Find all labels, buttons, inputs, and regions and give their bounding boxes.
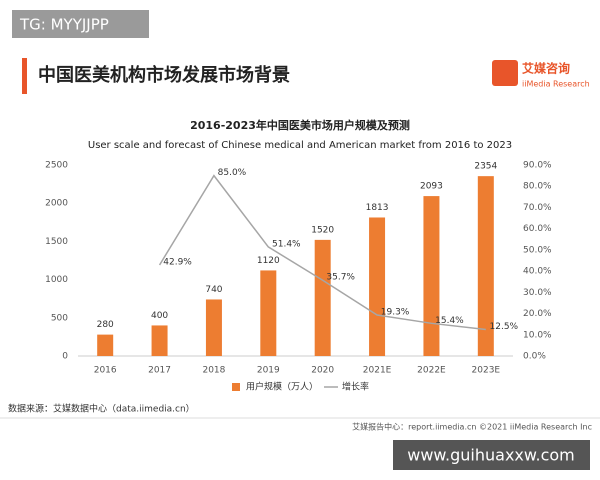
legend-label: 增长率 [342, 381, 369, 393]
y2-tick-label: 20.0% [523, 309, 552, 319]
x-tick-label: 2023E [472, 366, 501, 376]
y2-tick-label: 10.0% [523, 330, 552, 340]
chart-subtitle: User scale and forecast of Chinese medic… [88, 140, 512, 151]
tag: TG: MYYJJPP [19, 16, 109, 34]
watermark: www.guihuaxxw.com [407, 446, 575, 465]
line-label: 15.4% [435, 316, 464, 326]
bar-label: 1520 [311, 225, 334, 235]
x-tick-label: 2016 [94, 366, 117, 376]
bar [205, 299, 222, 356]
y2-tick-label: 80.0% [523, 182, 552, 192]
bar-label: 1120 [257, 256, 280, 266]
bar [260, 270, 277, 356]
footer: 艾媒报告中心：report.iimedia.cn ©2021 iiMedia R… [352, 422, 592, 432]
y2-tick-label: 0.0% [523, 352, 546, 362]
y2-tick-label: 90.0% [523, 161, 552, 171]
bar-label: 2354 [474, 162, 497, 172]
bar-label: 740 [205, 285, 222, 295]
x-tick-label: 2022E [417, 366, 446, 376]
source: 数据来源：艾媒数据中心（data.iimedia.cn） [8, 403, 195, 415]
logo-icon [492, 60, 518, 86]
header: 中国医美机构市场发展市场背景 [38, 64, 290, 86]
x-tick-label: 2019 [257, 366, 280, 376]
watermark-box [393, 440, 590, 470]
y2-tick-label: 30.0% [523, 288, 552, 298]
y-tick-label: 2000 [45, 199, 68, 209]
line-label: 51.4% [272, 239, 301, 249]
tag-box [12, 10, 149, 38]
bar [477, 176, 494, 356]
line-label: 85.0% [218, 168, 247, 178]
bar [97, 334, 114, 356]
bar [314, 239, 331, 356]
line-label: 35.7% [326, 273, 355, 283]
y-tick-label: 2500 [45, 161, 68, 171]
chart-title: 2016-2023年中国医美市场用户规模及预测 [190, 118, 410, 132]
bar [369, 217, 386, 356]
y2-tick-label: 50.0% [523, 245, 552, 255]
bar [151, 325, 168, 356]
logo-en: iiMedia Research [522, 80, 590, 89]
legend-swatch [232, 383, 240, 391]
bar-label: 280 [97, 320, 114, 330]
x-tick-label: 2017 [148, 366, 171, 376]
y2-tick-label: 70.0% [523, 203, 552, 213]
line-label: 12.5% [490, 322, 519, 332]
chart: 0 500 1000 1500 2000 2500 0.0% 10.0% 20.0% 30.0% 4… [45, 161, 552, 393]
x-tick-label: 2018 [202, 366, 225, 376]
y2-tick-label: 40.0% [523, 267, 552, 277]
y-tick-label: 1000 [45, 275, 68, 285]
bar-label: 2093 [420, 182, 443, 192]
header-accent [22, 58, 27, 94]
y-tick-label: 0 [62, 352, 68, 362]
legend-label: 用户规模（万人） [246, 381, 318, 393]
y-tick-label: 500 [51, 313, 68, 323]
line [158, 174, 486, 331]
bar-label: 400 [151, 311, 168, 321]
bar-label: 1813 [366, 203, 389, 213]
y-tick-label: 1500 [45, 237, 68, 247]
line-label: 19.3% [381, 308, 410, 318]
line-label: 42.9% [163, 257, 192, 267]
x-tick-label: 2020 [311, 366, 334, 376]
logo-cn: 艾媒咨询 [522, 61, 570, 76]
x-tick-label: 2021E [363, 366, 392, 376]
y2-tick-label: 60.0% [523, 224, 552, 234]
bar [423, 196, 440, 356]
